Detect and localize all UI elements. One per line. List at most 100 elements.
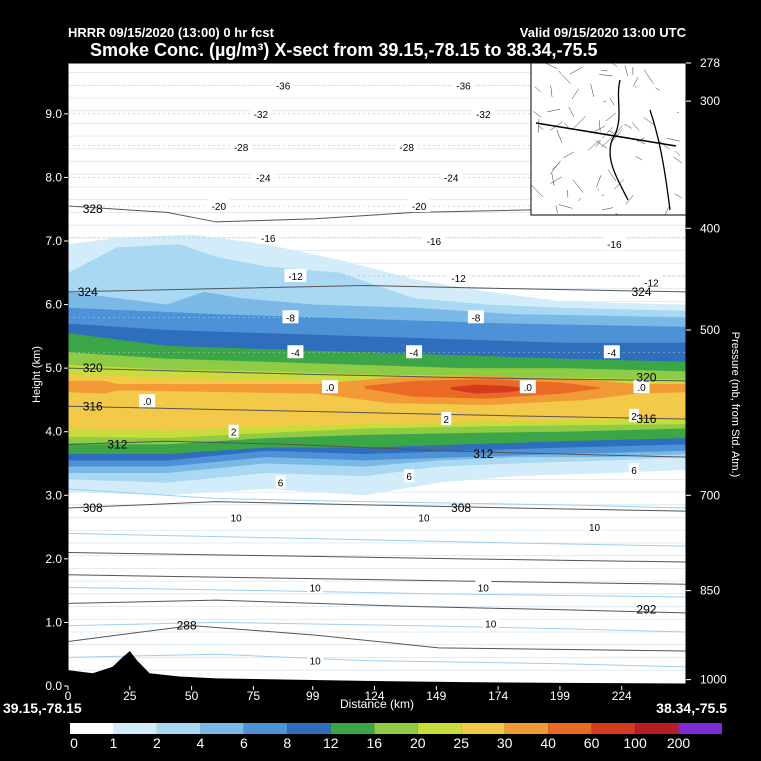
colorbar-swatch: [330, 723, 375, 734]
colorbar-swatch: [548, 723, 592, 734]
theta-contour: [68, 367, 686, 382]
county-border: [597, 188, 600, 191]
isotherm-label-bg: [275, 475, 286, 489]
isotherm-label-bg: [603, 237, 626, 251]
isotherm-label-bg: [307, 580, 324, 594]
isotherm-label-bg: [640, 275, 663, 289]
theta-contour: [68, 440, 686, 458]
isotherm-label: -28: [234, 143, 249, 154]
colorbar-swatch: [70, 723, 114, 734]
isotherm-label: -12: [288, 272, 303, 283]
theta-label: 316: [636, 412, 656, 426]
isotherm-label-bg: [272, 78, 295, 92]
smoke-band-12: [451, 384, 526, 394]
colorbar-label: 8: [283, 735, 291, 751]
model-run-label: HRRR 09/15/2020 (13:00) 0 hr fcst: [68, 25, 274, 40]
isotherm-label: -36: [276, 81, 291, 92]
y-tick-label: 9.0: [45, 107, 62, 121]
isotherm-label-bg: [228, 510, 245, 524]
pressure-tick-label: 278: [700, 56, 720, 70]
isotherm-label-bg: [519, 380, 536, 394]
county-border: [615, 213, 620, 216]
isotherm-label: -24: [444, 173, 459, 184]
theta-label: 316: [83, 399, 103, 413]
county-border: [602, 126, 614, 139]
start-point-label: 39.15,-78.15: [3, 700, 82, 716]
coastline: [609, 79, 629, 201]
county-border: [573, 116, 586, 129]
isotherm-label-bg: [603, 345, 620, 359]
x-tick-label: 75: [247, 689, 261, 703]
theta-contour: [68, 599, 686, 614]
y-tick-label: 2.0: [45, 552, 62, 566]
isotherm-label: 6: [406, 472, 412, 483]
county-border: [572, 179, 584, 193]
colorbar-label: 6: [240, 735, 248, 751]
isotherm-label-bg: [440, 170, 463, 184]
colorbar-label: 16: [366, 735, 382, 751]
county-border: [607, 169, 617, 182]
colorbar-label: 40: [540, 735, 556, 751]
isotherm-label-bg: [228, 424, 239, 438]
x-axis-label: Distance (km): [340, 697, 414, 711]
isotherm-label: 6: [631, 466, 637, 477]
county-border: [655, 87, 660, 91]
isotherm-label-bg: [282, 310, 299, 324]
county-border: [614, 179, 625, 190]
theta-label: 312: [107, 437, 127, 451]
isotherm-label: .0: [524, 383, 533, 394]
theta-label: 320: [636, 371, 656, 385]
isotherm-label: 10: [231, 514, 243, 525]
county-border: [551, 172, 555, 187]
county-border: [558, 70, 571, 84]
isotherm-label: -32: [476, 110, 491, 121]
theta-label: 328: [83, 202, 103, 216]
colorbar-label: 2: [153, 735, 161, 751]
isotherm-label-bg: [284, 268, 307, 282]
colorbar-swatch: [678, 723, 722, 734]
county-border: [664, 206, 669, 216]
county-border: [624, 65, 628, 77]
county-border: [571, 88, 579, 100]
county-border: [611, 63, 618, 67]
isotherm-label: -20: [212, 202, 227, 213]
x-tick-label: 124: [365, 689, 385, 703]
county-border: [587, 139, 600, 151]
isotherm-label-bg: [482, 616, 499, 630]
isotherm-label: .0: [326, 383, 335, 394]
y-tick-label: 0.0: [45, 679, 62, 693]
isotherm-label: -20: [412, 202, 427, 213]
y-tick-label: 5.0: [45, 361, 62, 375]
isotherm-label: -28: [399, 143, 414, 154]
isotherm-label: 10: [485, 620, 497, 631]
isotherm-label: -32: [254, 110, 269, 121]
county-border: [534, 86, 541, 93]
colorbar-swatch: [113, 723, 157, 734]
y-tick-label: 8.0: [45, 170, 62, 184]
isotherm-label-bg: [475, 580, 492, 594]
colorbar-swatch: [243, 723, 288, 734]
y-tick-label: 1.0: [45, 615, 62, 629]
colorbar-label: 25: [453, 735, 469, 751]
county-border: [533, 111, 542, 118]
county-border: [556, 129, 563, 144]
theta-label: 288: [177, 619, 197, 633]
colorbar-label: 100: [623, 735, 647, 751]
county-border: [537, 119, 540, 133]
colorbar-swatch: [417, 723, 462, 734]
county-border: [666, 137, 680, 142]
isotherm-label: 2: [443, 415, 449, 426]
x-tick-label: 149: [426, 689, 446, 703]
valid-time-label: Valid 09/15/2020 13:00 UTC: [519, 25, 686, 40]
isotherm-label-bg: [252, 170, 275, 184]
county-border: [605, 113, 616, 122]
isotherm-label: -8: [471, 313, 480, 324]
colorbar-swatch: [461, 723, 505, 734]
county-border: [550, 160, 561, 174]
y-axis-label: Height (km): [31, 346, 43, 403]
isotherm-label-bg: [415, 510, 432, 524]
theta-label: 308: [451, 501, 471, 515]
inset-map-frame: [530, 63, 686, 216]
isotherm-label-bg: [257, 230, 280, 244]
isotherm-label-bg: [287, 345, 304, 359]
